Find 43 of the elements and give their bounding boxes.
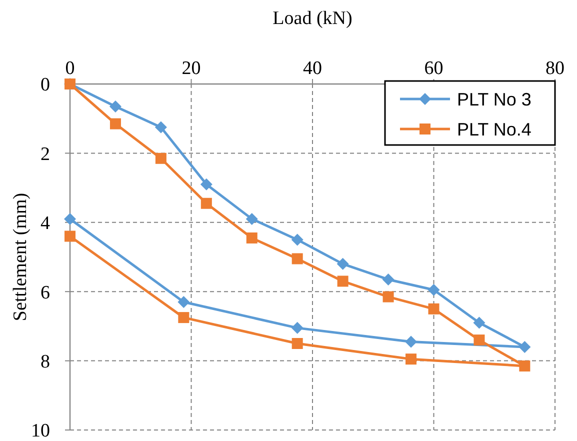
- point: [336, 258, 349, 270]
- point: [291, 322, 304, 334]
- x-tick-label: 0: [65, 58, 75, 79]
- y-axis-title: Settlement (mm): [10, 192, 31, 322]
- y-tick-label: 4: [40, 213, 50, 234]
- point: [155, 152, 166, 164]
- point: [154, 121, 167, 134]
- point: [406, 354, 417, 365]
- legend-label: PLT No 3: [457, 89, 532, 110]
- point: [292, 338, 303, 349]
- x-tick-label: 80: [546, 58, 564, 79]
- x-tick-label: 40: [303, 58, 322, 79]
- point: [405, 336, 418, 348]
- point: [200, 178, 212, 190]
- point: [428, 303, 440, 314]
- point: [473, 316, 486, 329]
- point: [428, 284, 440, 296]
- y-tick-label: 6: [40, 282, 50, 304]
- x-tick-label: 60: [424, 58, 444, 79]
- point: [64, 230, 76, 242]
- point: [109, 100, 122, 112]
- point: [474, 334, 485, 346]
- point: [518, 340, 531, 353]
- point: [64, 212, 76, 225]
- y-tick-label: 0: [40, 74, 50, 96]
- point: [292, 253, 303, 264]
- point: [246, 232, 258, 244]
- y-tick-label: 8: [40, 351, 50, 372]
- point: [110, 118, 121, 130]
- x-tick-label: 20: [182, 58, 201, 79]
- point: [246, 212, 258, 225]
- point: [382, 291, 394, 302]
- legend-label: PLT No.4: [457, 119, 532, 140]
- y-tick-label: 2: [40, 144, 50, 165]
- point: [337, 276, 348, 287]
- point: [178, 312, 190, 324]
- point: [291, 234, 304, 246]
- point: [200, 198, 212, 209]
- y-tick-label: 10: [31, 420, 50, 441]
- point: [382, 273, 394, 286]
- point: [519, 360, 530, 372]
- x-axis-title: Load (kN): [272, 8, 352, 29]
- point: [178, 296, 190, 308]
